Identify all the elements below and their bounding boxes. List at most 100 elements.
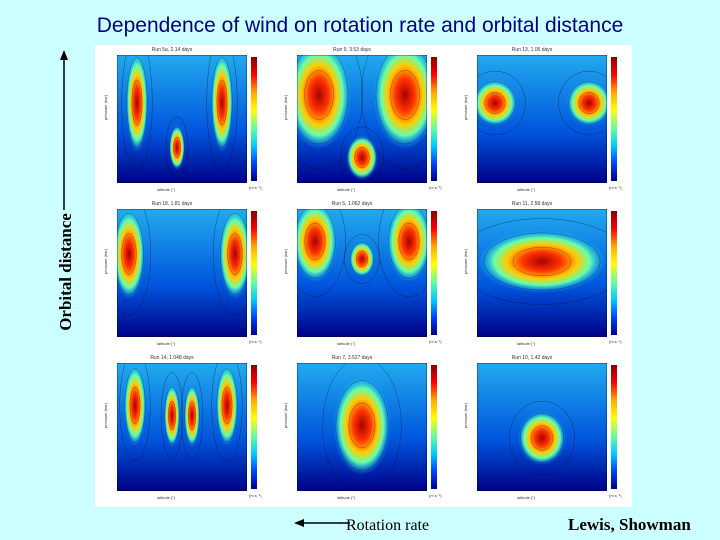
colorbar [611,57,617,181]
contour-line [483,232,601,291]
contour-line [216,79,228,126]
panel-ylabel: pressure (bar) [103,402,109,429]
contour-line [220,212,247,296]
wind-contour-plot [477,209,607,337]
wind-jet-region [184,384,200,447]
panel-title: Run 9, 3.53 days [333,47,371,53]
panel-unit: (m s⁻¹) [429,493,442,498]
wind-panel: Run 11, 2.58 days pressure (bar) latitude … [457,199,635,353]
contour-line [211,57,233,148]
contour-line [477,218,607,305]
contour-line [378,209,427,297]
contour-line [297,55,349,145]
contour-line [168,400,176,431]
contour-line [578,92,600,114]
wind-jet-region [297,55,351,149]
contour-line [173,137,181,158]
contour-line [558,70,607,136]
panel-unit: (m s⁻¹) [429,339,442,344]
rotation-rate-label: Rotation rate [346,517,430,534]
panel-xlabel: latitude (°) [517,341,536,346]
figure-grid: Run 5a, 2.14 days pressure (bar) latitude … [95,45,632,507]
contour-line [117,212,144,296]
contour-line [355,250,369,268]
colorbar [431,57,437,181]
contour-line [477,81,516,125]
wind-jet-region [117,209,145,299]
wind-contour-plot [477,55,607,183]
wind-contour-plot [477,363,607,491]
wind-jet-region [333,376,391,475]
panel-unit: (m s⁻¹) [249,185,262,190]
contour-line [344,234,380,284]
contour-line [216,368,238,443]
wind-jet-region [169,125,185,170]
panel-xlabel: latitude (°) [337,341,356,346]
contour-line [121,55,153,171]
wind-jet-region [210,55,234,152]
contour-line [119,363,151,461]
slide-title: Dependence of wind on rotation rate and … [96,14,624,37]
wind-jet-region [349,241,375,277]
wind-contour-plot [117,55,247,183]
wind-jet-region [125,55,149,152]
panel-ylabel: pressure (bar) [283,94,289,121]
panel-ylabel: pressure (bar) [283,248,289,275]
panel-title: Run 14, 1.048 days [150,355,194,361]
contour-line [388,209,427,279]
wind-jet-region [123,365,147,446]
contour-line [297,209,336,279]
wind-panel: Run 9, 3.53 days pressure (bar) latitude (… [277,45,455,199]
wind-contour-plot [117,209,247,337]
wind-contour-plot [297,209,427,337]
contour-line [348,402,376,449]
contour-line [484,92,506,114]
panel-title: Run 10, 1.42 days [511,355,553,361]
rotation-rate-arrow [294,519,350,527]
contour-line [160,372,184,459]
contour-line [124,368,146,443]
wind-contour-plot [117,363,247,491]
panel-ylabel: pressure (bar) [103,248,109,275]
panel-xlabel: latitude (°) [337,495,356,500]
colorbar [611,365,617,489]
contour-line [126,57,148,148]
colorbar [251,365,257,489]
wind-jet-region [164,384,180,447]
contour-line [188,400,196,431]
contour-line [206,55,238,171]
contour-line [354,147,370,168]
wind-jet-region [566,79,607,127]
contour-line [398,222,420,261]
panel-title: Run 13, 1.06 days [511,47,553,53]
contour-line [297,55,363,169]
contour-line [304,222,326,261]
contour-line [339,126,385,183]
contour-line [227,233,243,275]
contour-line [304,70,334,120]
panel-xlabel: latitude (°) [157,495,176,500]
wind-panel: Run 14, 1.048 days pressure (bar) latitude… [97,353,275,507]
panel-ylabel: pressure (bar) [463,248,469,275]
panel-unit: (m s⁻¹) [249,493,262,498]
panel-title: Run 7, 3.527 days [331,355,373,361]
contour-line [164,386,180,445]
panel-unit: (m s⁻¹) [609,339,622,344]
panel-title: Run 5a, 2.14 days [151,47,193,53]
panel-ylabel: pressure (bar) [463,94,469,121]
contour-line [297,209,346,297]
contour-line [512,246,572,277]
wind-panel: Run 18, 1.81 days pressure (bar) latitude … [97,199,275,353]
wind-jet-region [386,209,427,282]
panel-unit: (m s⁻¹) [249,339,262,344]
wind-contour-plot [297,55,427,183]
panel-ylabel: pressure (bar) [103,94,109,121]
panel-title: Run 11, 2.58 days [511,201,553,207]
contour-line [350,242,374,276]
wind-panel: Run 7, 3.527 days pressure (bar) latitude … [277,353,455,507]
contour-line [361,55,427,169]
wind-jet-region [297,209,338,282]
contour-line [375,55,427,145]
contour-line [211,363,243,461]
colorbar [251,211,257,335]
